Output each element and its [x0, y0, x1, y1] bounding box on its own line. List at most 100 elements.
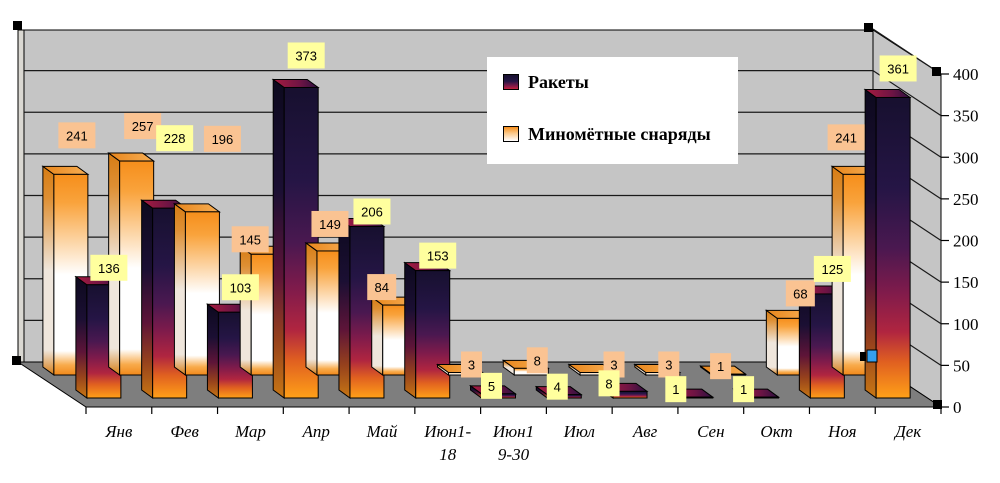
category-label-line: Фев: [170, 422, 199, 441]
category-label-line: Дек: [893, 422, 922, 441]
category-label-8[interactable]: Июл: [563, 422, 595, 441]
data-label-mortar-2[interactable]: 257: [124, 113, 162, 140]
data-label-mortar-13[interactable]: 241: [827, 124, 865, 151]
bar-rockets-5[interactable]: [337, 217, 386, 399]
category-label-line: Июл: [563, 422, 595, 441]
data-label-bg: [827, 124, 865, 151]
category-label-line: Май: [366, 422, 398, 441]
data-label-value: 103: [230, 280, 252, 295]
data-label-mortar-12[interactable]: 68: [785, 280, 815, 307]
bar-left-face: [206, 303, 219, 399]
category-label-line: Мар: [234, 422, 266, 441]
selection-handle-blue[interactable]: [866, 349, 878, 363]
legend-label-rockets: Ракеты: [528, 71, 589, 92]
data-label-mortar-1[interactable]: 241: [58, 122, 96, 149]
category-label-12[interactable]: Ноя: [827, 422, 857, 441]
bar-front-face: [875, 96, 911, 399]
data-label-rockets-5[interactable]: 206: [353, 198, 391, 225]
chart-legend[interactable]: Ракеты Миномётные снаряды: [487, 57, 738, 164]
category-label-6[interactable]: Июн1- 18: [423, 422, 471, 464]
data-label-rockets-6[interactable]: 153: [419, 242, 457, 269]
category-label-13[interactable]: Дек: [893, 422, 922, 441]
data-label-value: 8: [605, 376, 612, 391]
data-label-rockets-7[interactable]: 5: [481, 372, 502, 399]
data-label-rockets-4[interactable]: 373: [287, 42, 325, 69]
data-label-value: 145: [239, 232, 261, 247]
corner-handle-3[interactable]: [932, 67, 941, 76]
data-label-mortar-7[interactable]: 3: [461, 351, 482, 378]
data-label-rockets-3[interactable]: 103: [221, 274, 259, 301]
data-label-value: 136: [98, 261, 120, 276]
category-label-7[interactable]: Июн1 9-30: [492, 422, 534, 464]
data-label-bg: [526, 347, 548, 374]
category-label-2[interactable]: Фев: [170, 422, 199, 441]
bar-rockets-13[interactable]: [863, 88, 912, 399]
data-label-value: 196: [212, 132, 234, 147]
corner-handle-2[interactable]: [864, 23, 873, 32]
y-axis-label-350[interactable]: 350: [953, 107, 979, 126]
category-label-line: Авг: [632, 422, 658, 441]
data-label-rockets-8[interactable]: 4: [546, 373, 568, 400]
data-label-value: 228: [164, 131, 186, 146]
data-label-value: 373: [295, 48, 317, 63]
legend-swatch-rockets-icon: [503, 74, 519, 90]
data-label-bg: [124, 113, 162, 140]
category-label-3[interactable]: Мар: [234, 422, 266, 441]
data-label-value: 3: [610, 358, 617, 373]
corner-handle-5[interactable]: [933, 400, 942, 409]
data-label-value: 206: [361, 205, 383, 220]
category-label-1[interactable]: Янв: [104, 422, 133, 441]
data-label-mortar-4[interactable]: 145: [231, 226, 269, 253]
data-label-rockets-12[interactable]: 125: [813, 255, 851, 282]
y-axis-label-0[interactable]: 0: [953, 398, 962, 417]
bar-left-face: [42, 165, 55, 376]
data-label-mortar-5[interactable]: 149: [311, 210, 349, 237]
data-label-value: 1: [717, 359, 724, 374]
data-label-rockets-1[interactable]: 136: [90, 254, 128, 281]
data-label-rockets-11[interactable]: 1: [733, 376, 755, 403]
data-label-mortar-6[interactable]: 84: [367, 274, 397, 301]
data-label-bg: [58, 122, 96, 149]
y-axis-label-400[interactable]: 400: [953, 65, 979, 84]
data-label-value: 1: [672, 382, 679, 397]
data-label-bg: [419, 242, 457, 269]
legend-entry-rockets[interactable]: Ракеты: [503, 70, 738, 94]
legend-entry-mortar[interactable]: Миномётные снаряды: [503, 122, 738, 146]
wall-left-edge[interactable]: [17, 29, 25, 363]
y-axis-label-200[interactable]: 200: [953, 232, 979, 251]
data-label-rockets-13[interactable]: 361: [879, 55, 917, 82]
y-axis-label-300[interactable]: 300: [953, 148, 979, 167]
bar-left-face: [404, 261, 417, 399]
y-axis-label-150[interactable]: 150: [953, 273, 979, 292]
category-label-10[interactable]: Сен: [697, 422, 724, 441]
bar-rockets-6[interactable]: [403, 261, 452, 399]
bar-left-face: [75, 275, 88, 399]
data-label-mortar-11[interactable]: 1: [710, 353, 732, 380]
data-label-rockets-10[interactable]: 1: [665, 376, 687, 403]
bar-mortar-1[interactable]: [41, 165, 90, 376]
category-label-9[interactable]: Авг: [632, 422, 658, 441]
bar-left-face: [765, 309, 778, 376]
data-label-value: 153: [427, 249, 449, 264]
y-axis-label-250[interactable]: 250: [953, 190, 979, 209]
data-label-mortar-10[interactable]: 3: [658, 351, 680, 378]
data-label-rockets-2[interactable]: 228: [156, 125, 194, 152]
category-label-11[interactable]: Окт: [760, 422, 792, 441]
data-label-bg: [311, 210, 349, 237]
data-label-mortar-3[interactable]: 196: [203, 125, 241, 152]
category-label-5[interactable]: Май: [366, 422, 398, 441]
data-label-rockets-9[interactable]: 8: [598, 370, 620, 397]
category-label-line: Апр: [301, 422, 329, 441]
data-label-bg: [665, 376, 687, 403]
selection-handle-dark[interactable]: [860, 352, 866, 361]
data-label-bg: [203, 125, 241, 152]
corner-handle-1[interactable]: [13, 21, 22, 30]
data-label-bg: [710, 353, 732, 380]
data-label-mortar-8[interactable]: 8: [526, 347, 548, 374]
y-axis-label-100[interactable]: 100: [953, 315, 979, 334]
data-label-bg: [813, 255, 851, 282]
y-axis-label-50[interactable]: 50: [953, 356, 970, 375]
category-label-4[interactable]: Апр: [301, 422, 329, 441]
bar-left-face: [141, 199, 154, 399]
corner-handle-4[interactable]: [12, 356, 21, 365]
